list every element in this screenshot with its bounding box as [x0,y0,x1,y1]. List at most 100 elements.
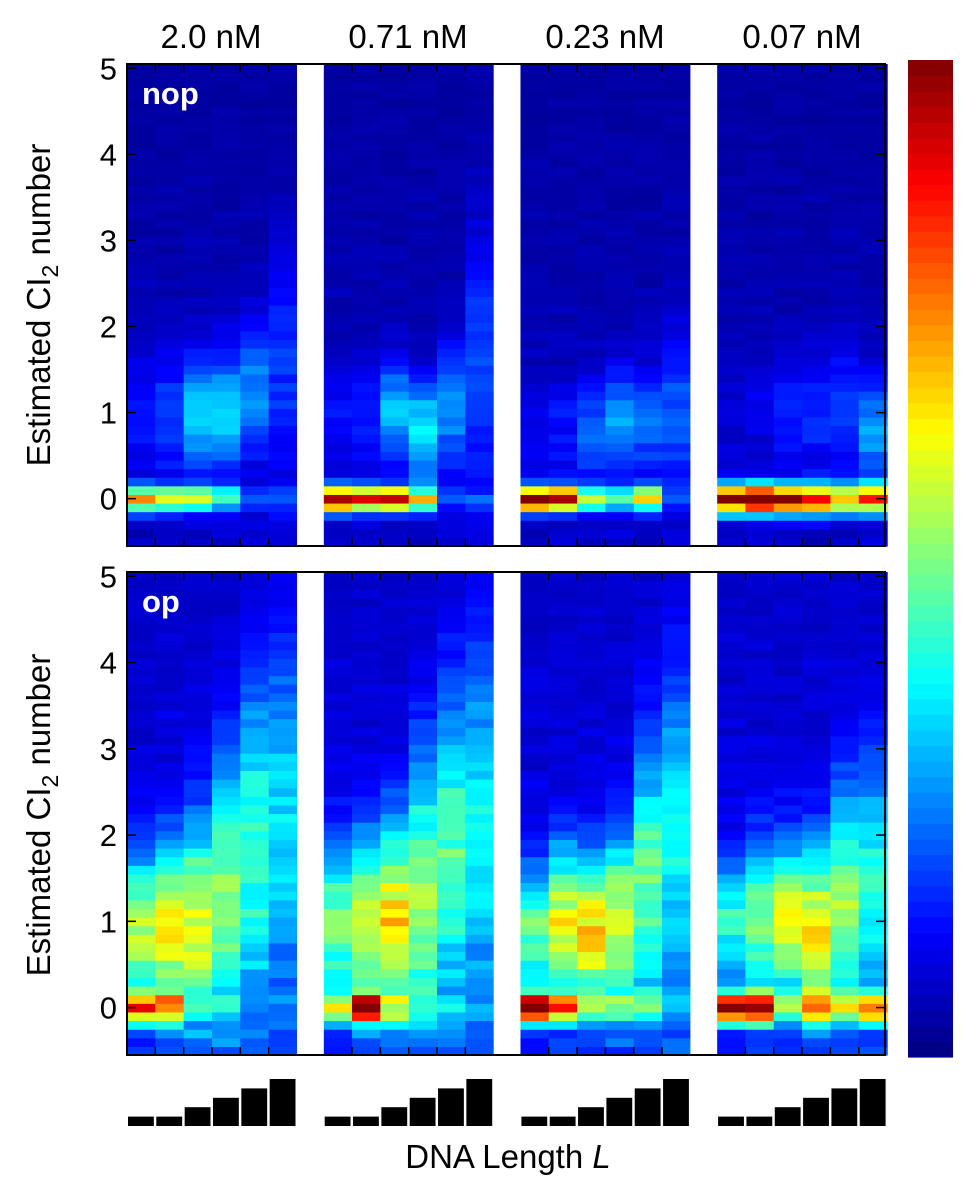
colorbar-step [908,589,953,606]
heatmap-cell [268,98,298,108]
heatmap-cell [802,727,832,737]
heatmap-cell [633,779,663,789]
heatmap-cell [633,1020,663,1030]
heatmap-cell [830,141,860,151]
heatmap-cell [577,1037,606,1047]
heatmap-cell [352,296,381,306]
heatmap-cell [127,658,156,668]
heatmap-cell [240,253,270,263]
heatmap-cell [437,666,466,677]
heatmap-cell [662,244,691,254]
heatmap-cell [127,796,156,806]
heatmap-cell [773,899,803,909]
heatmap-cell [548,796,578,806]
heatmap-cell [183,451,213,461]
heatmap-cell [240,365,270,375]
heatmap-cell [127,64,156,74]
heatmap-cell [662,632,691,642]
heatmap-cell [577,537,606,547]
heatmap-cell [183,416,213,427]
heatmap-cell [408,856,438,866]
heatmap-cell [773,313,803,323]
heatmap-cell [858,330,888,341]
heatmap-cell [577,666,606,677]
heatmap-cell [437,848,466,858]
heatmap-cell [408,373,438,384]
heatmap-cell [605,994,635,1004]
heatmap-cell [127,649,156,659]
heatmap-cell [183,253,213,263]
heatmap-cell [548,813,578,823]
heatmap-cell [437,606,466,616]
heatmap-cell [662,813,691,823]
heatmap-cell [802,218,832,229]
heatmap-cell [717,710,747,720]
heatmap-cell [662,391,691,401]
heatmap-cell [268,1020,298,1030]
heatmap-cell [662,98,691,108]
heatmap-cell [577,718,606,728]
heatmap-cell [155,244,185,254]
heatmap-cell [183,753,213,763]
heatmap-cell [240,580,270,590]
heatmap-cell [662,718,691,728]
heatmap-cell [437,649,466,659]
heatmap-cell [127,305,156,315]
heatmap-cell [155,675,185,685]
heatmap-cell [212,459,241,470]
heatmap-cell [717,296,747,306]
heatmap-cell [548,425,578,435]
heatmap-cell [212,158,241,168]
heatmap-cell [437,485,466,495]
heatmap-cell [268,658,298,668]
heatmap-cell [268,511,298,521]
heatmap-cell [633,822,663,832]
heatmap-cell [605,408,635,418]
heatmap-cell [465,261,495,272]
heatmap-cell [183,399,213,409]
heatmap-cell [773,89,803,100]
heatmap-cell [183,236,213,246]
heatmap-cell [662,115,691,125]
heatmap-cell [380,494,410,504]
heatmap-cell [380,753,410,763]
heatmap-cell [605,917,635,927]
heatmap-cell [268,296,298,306]
heatmap-cell [605,494,635,504]
heatmap-cell [408,658,438,668]
heatmap-cell [717,865,747,875]
concentration-title: 2.0 nM [161,18,262,55]
heatmap-cell [465,81,495,91]
heatmap-cell [605,537,635,547]
heatmap-cell [352,167,381,177]
heatmap-cell [830,649,860,659]
heatmap-cell [183,348,213,358]
heatmap-cell [577,934,606,944]
heatmap-cell [717,244,747,254]
heatmap-cell [408,1046,438,1056]
heatmap-cell [127,994,156,1004]
heatmap-cell [745,442,775,452]
heatmap-cell [858,779,888,789]
heatmap-cell [408,1003,438,1013]
heatmap-cell [465,322,495,332]
heatmap-cell [437,830,466,840]
heatmap-cell [155,623,185,633]
heatmap-cell [465,270,495,280]
heatmap-cell [548,597,578,608]
heatmap-cell [408,804,438,815]
heatmap-cell [240,960,270,970]
heatmap-cell [520,253,550,263]
heatmap-cell [465,477,495,487]
heatmap-cell [127,977,156,987]
heatmap-cell [830,408,860,418]
heatmap-cell [155,770,185,780]
heatmap-cell [633,804,663,815]
heatmap-cell [548,641,578,651]
heatmap-cell [520,787,550,797]
heatmap-cell [662,942,691,953]
heatmap-cell [633,848,663,858]
heatmap-cell [408,253,438,263]
heatmap-cell [437,580,466,590]
heatmap-cell [773,977,803,987]
